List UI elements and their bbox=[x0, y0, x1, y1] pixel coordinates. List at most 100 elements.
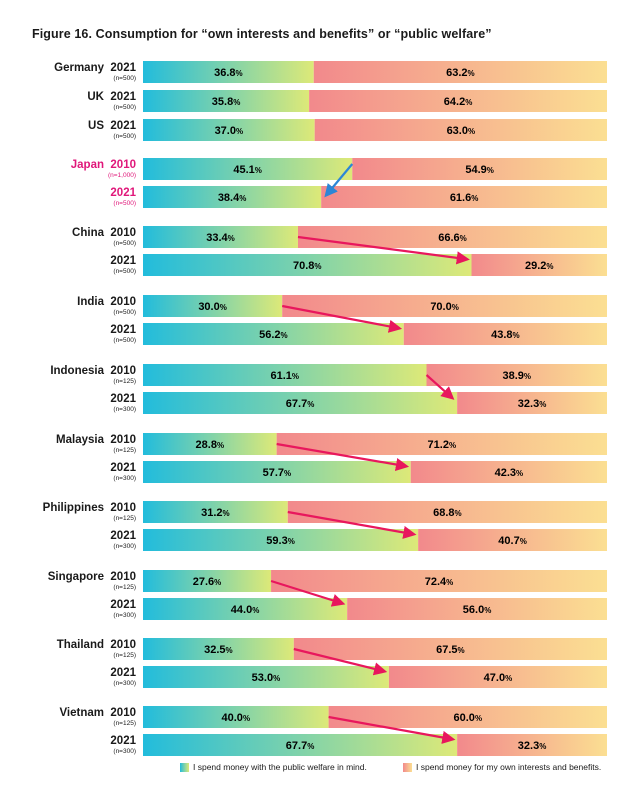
country-label: Japan bbox=[71, 159, 104, 171]
value-label-own: 71.2% bbox=[428, 439, 457, 451]
value-label-public: 40.0% bbox=[222, 712, 251, 724]
sample-size-label: (n=300) bbox=[113, 475, 136, 482]
year-label: 2021 bbox=[110, 530, 136, 542]
country-label: China bbox=[72, 227, 105, 239]
value-label-public: 28.8% bbox=[196, 439, 225, 451]
bar-row-thailand-2010: Thailand 2010(n=125) 32.5% 67.5% bbox=[57, 638, 607, 660]
bar-row-thailand-2021: 2021(n=300) 53.0% 47.0% bbox=[110, 666, 607, 688]
bar-segment-own-interests bbox=[282, 295, 607, 317]
year-label: 2021 bbox=[110, 324, 136, 336]
value-label-public: 32.5% bbox=[204, 644, 233, 656]
bar-row-malaysia-2021: 2021(n=300) 57.7% 42.3% bbox=[110, 461, 607, 483]
bar-row-philippines-2021: 2021(n=300) 59.3% 40.7% bbox=[110, 529, 607, 551]
bar-segment-own-interests bbox=[297, 226, 607, 248]
sample-size-label: (n=500) bbox=[113, 104, 136, 111]
country-group-uk: UK 2021(n=500) 35.8% 64.2% bbox=[87, 90, 607, 112]
year-label: 2021 bbox=[110, 91, 136, 103]
value-label-own: 29.2% bbox=[525, 260, 554, 272]
bar-segment-own-interests bbox=[328, 706, 607, 728]
value-label-public: 30.0% bbox=[198, 301, 227, 313]
country-label: Vietnam bbox=[59, 707, 104, 719]
bar-row-uk-2021: UK 2021(n=500) 35.8% 64.2% bbox=[87, 90, 607, 112]
value-label-public: 56.2% bbox=[259, 329, 288, 341]
value-label-own: 68.8% bbox=[433, 507, 462, 519]
value-label-public: 36.8% bbox=[214, 67, 243, 79]
bar-segment-public-welfare bbox=[143, 186, 322, 208]
country-label: US bbox=[88, 120, 104, 132]
bar-row-germany-2021: Germany 2021(n=500) 36.8% 63.2% bbox=[54, 61, 607, 83]
sample-size-label: (n=500) bbox=[113, 133, 136, 140]
value-label-own: 54.9% bbox=[465, 164, 494, 176]
year-label: 2010 bbox=[110, 159, 136, 171]
bar-row-indonesia-2010: Indonesia 2010(n=125) 61.1% 38.9% bbox=[50, 364, 607, 386]
value-label-public: 67.7% bbox=[286, 398, 315, 410]
bar-row-china-2010: China 2010(n=500) 33.4% 66.6% bbox=[72, 226, 607, 248]
country-group-germany: Germany 2021(n=500) 36.8% 63.2% bbox=[54, 61, 607, 83]
country-group-japan: Japan 2010(n=1,000) 45.1% 54.9% 2021(n=500) 3… bbox=[71, 158, 607, 208]
bar-segment-public-welfare bbox=[143, 461, 411, 483]
sample-size-label: (n=125) bbox=[113, 720, 136, 727]
year-label: 2021 bbox=[110, 255, 136, 267]
bar-segment-public-welfare bbox=[143, 61, 314, 83]
sample-size-label: (n=125) bbox=[113, 378, 136, 385]
country-group-indonesia: Indonesia 2010(n=125) 61.1% 38.9% 2021(n=300… bbox=[50, 364, 607, 414]
value-label-own: 38.9% bbox=[502, 370, 531, 382]
bar-segment-own-interests bbox=[287, 501, 607, 523]
country-group-singapore: Singapore 2010(n=125) 27.6% 72.4% 2021(n=300… bbox=[48, 570, 607, 620]
sample-size-label: (n=125) bbox=[113, 447, 136, 454]
sample-size-label: (n=500) bbox=[113, 240, 136, 247]
sample-size-label: (n=500) bbox=[113, 309, 136, 316]
bar-segment-public-welfare bbox=[143, 119, 315, 141]
bar-segment-own-interests bbox=[314, 119, 607, 141]
bar-segment-own-interests bbox=[388, 666, 607, 688]
bar-segment-public-welfare bbox=[143, 570, 272, 592]
bar-segment-own-interests bbox=[313, 61, 607, 83]
sample-size-label: (n=300) bbox=[113, 748, 136, 755]
year-label: 2021 bbox=[110, 187, 136, 199]
bar-row-indonesia-2021: 2021(n=300) 67.7% 32.3% bbox=[110, 392, 607, 414]
year-label: 2010 bbox=[110, 296, 136, 308]
sample-size-label: (n=300) bbox=[113, 406, 136, 413]
change-arrow-india bbox=[281, 304, 403, 333]
bar-row-india-2010: India 2010(n=500) 30.0% 70.0% bbox=[77, 295, 607, 317]
country-label: Thailand bbox=[57, 639, 104, 651]
change-arrow-malaysia bbox=[276, 442, 410, 472]
country-group-vietnam: Vietnam 2010(n=125) 40.0% 60.0% 2021(n=300) 6… bbox=[59, 706, 607, 756]
bar-segment-own-interests bbox=[457, 392, 607, 414]
sample-size-label: (n=500) bbox=[113, 337, 136, 344]
value-label-own: 63.2% bbox=[446, 67, 475, 79]
country-label: Malaysia bbox=[56, 434, 105, 446]
bar-segment-public-welfare bbox=[143, 295, 283, 317]
value-label-public: 57.7% bbox=[263, 467, 292, 479]
value-label-public: 35.8% bbox=[212, 96, 241, 108]
value-label-public: 53.0% bbox=[252, 672, 281, 684]
year-label: 2010 bbox=[110, 502, 136, 514]
bar-segment-public-welfare bbox=[143, 598, 348, 620]
value-label-own: 61.6% bbox=[450, 192, 479, 204]
bar-row-china-2021: 2021(n=500) 70.8% 29.2% bbox=[110, 254, 607, 276]
value-label-own: 40.7% bbox=[498, 535, 527, 547]
change-arrow-japan bbox=[324, 163, 354, 198]
change-arrow-thailand bbox=[293, 647, 388, 676]
value-label-own: 66.6% bbox=[438, 232, 467, 244]
bar-row-japan-2010: Japan 2010(n=1,000) 45.1% 54.9% bbox=[71, 158, 607, 180]
legend-public-welfare: I spend money with the public welfare in… bbox=[180, 762, 367, 772]
bar-row-vietnam-2021: 2021(n=300) 67.7% 32.3% bbox=[110, 734, 607, 756]
bar-segment-own-interests bbox=[293, 638, 607, 660]
bar-segment-own-interests bbox=[352, 158, 607, 180]
value-label-public: 27.6% bbox=[193, 576, 222, 588]
figure-title: Figure 16. Consumption for “own interest… bbox=[32, 27, 492, 41]
value-label-own: 42.3% bbox=[495, 467, 524, 479]
change-arrow-indonesia bbox=[425, 374, 455, 400]
change-arrow-vietnam bbox=[328, 715, 456, 744]
bar-segment-public-welfare bbox=[143, 90, 310, 112]
country-group-malaysia: Malaysia 2010(n=125) 28.8% 71.2% 2021(n=300)… bbox=[56, 433, 607, 483]
value-label-own: 32.3% bbox=[518, 398, 547, 410]
year-label: 2021 bbox=[110, 667, 136, 679]
sample-size-label: (n=300) bbox=[113, 612, 136, 619]
bar-segment-own-interests bbox=[403, 323, 607, 345]
sample-size-label: (n=125) bbox=[113, 515, 136, 522]
country-group-india: India 2010(n=500) 30.0% 70.0%2021(n=500) 56.… bbox=[77, 295, 607, 345]
bar-segment-own-interests bbox=[276, 433, 607, 455]
